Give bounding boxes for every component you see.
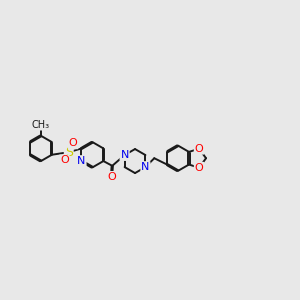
Text: O: O [195, 144, 203, 154]
Text: O: O [107, 172, 116, 182]
Text: CH₃: CH₃ [32, 120, 50, 130]
Text: O: O [195, 163, 203, 173]
Text: N: N [77, 156, 86, 166]
Text: N: N [141, 162, 150, 172]
Text: O: O [60, 155, 69, 165]
Text: S: S [65, 146, 73, 159]
Text: O: O [69, 138, 77, 148]
Text: N: N [120, 150, 129, 160]
